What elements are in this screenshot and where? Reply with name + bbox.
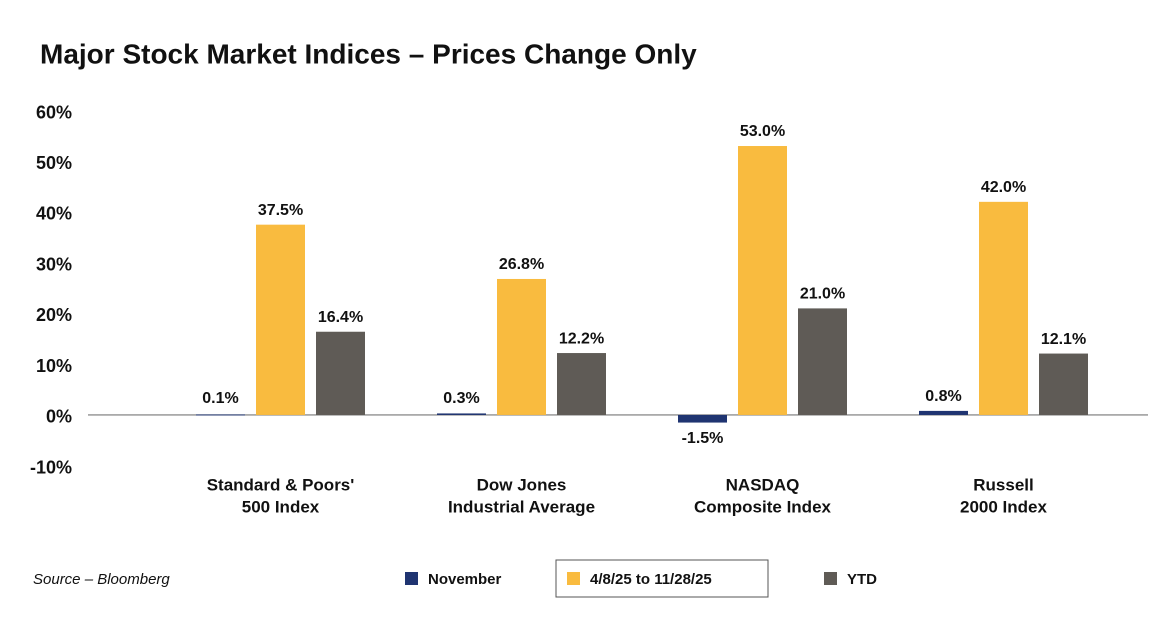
value-label: 16.4% (318, 309, 363, 326)
x-tick-label: 2000 Index (960, 497, 1047, 516)
y-tick-label: 60% (36, 102, 72, 122)
value-label: 12.2% (559, 330, 604, 347)
x-tick-label: Dow Jones (477, 475, 567, 494)
value-label: 21.0% (800, 286, 845, 303)
source-note: Source – Bloomberg (33, 571, 170, 588)
chart-title: Major Stock Market Indices – Prices Chan… (40, 38, 697, 69)
y-tick-label: -10% (30, 457, 72, 477)
bar (437, 413, 486, 415)
bar (497, 278, 546, 415)
y-tick-label: 10% (36, 356, 72, 376)
bar (979, 201, 1028, 415)
x-tick-label: 500 Index (242, 497, 320, 516)
y-tick-label: 50% (36, 153, 72, 173)
y-tick-label: 30% (36, 254, 72, 274)
value-label: 12.1% (1041, 331, 1086, 348)
bar (798, 308, 847, 415)
value-label: 0.1% (202, 390, 238, 407)
x-tick-label: Industrial Average (448, 497, 595, 516)
value-label: 37.5% (258, 202, 303, 219)
bar (738, 146, 787, 415)
bar (678, 414, 727, 423)
value-label: -1.5% (682, 430, 724, 447)
legend-swatch (824, 572, 837, 585)
value-label: 26.8% (499, 256, 544, 273)
y-tick-label: 20% (36, 305, 72, 325)
value-label: 0.8% (925, 388, 961, 405)
x-tick-label: Standard & Poors' (207, 475, 355, 494)
value-label: 42.0% (981, 179, 1026, 196)
bar (557, 353, 606, 415)
legend-swatch (405, 572, 418, 585)
legend-highlight (555, 559, 769, 598)
bar (316, 331, 365, 415)
y-tick-label: 0% (46, 407, 72, 427)
bar (196, 414, 245, 416)
bar (919, 410, 968, 415)
value-label: 0.3% (443, 390, 479, 407)
legend-label: YTD (847, 571, 877, 588)
x-tick-label: Composite Index (694, 497, 832, 516)
legend-label: 4/8/25 to 11/28/25 (590, 571, 712, 588)
bar (256, 224, 305, 415)
value-label: 53.0% (740, 123, 785, 140)
y-tick-label: 40% (36, 204, 72, 224)
legend-swatch (567, 572, 580, 585)
bar (1039, 353, 1088, 415)
x-tick-label: NASDAQ (726, 475, 800, 494)
x-tick-label: Russell (973, 475, 1033, 494)
legend-label: November (428, 571, 502, 588)
